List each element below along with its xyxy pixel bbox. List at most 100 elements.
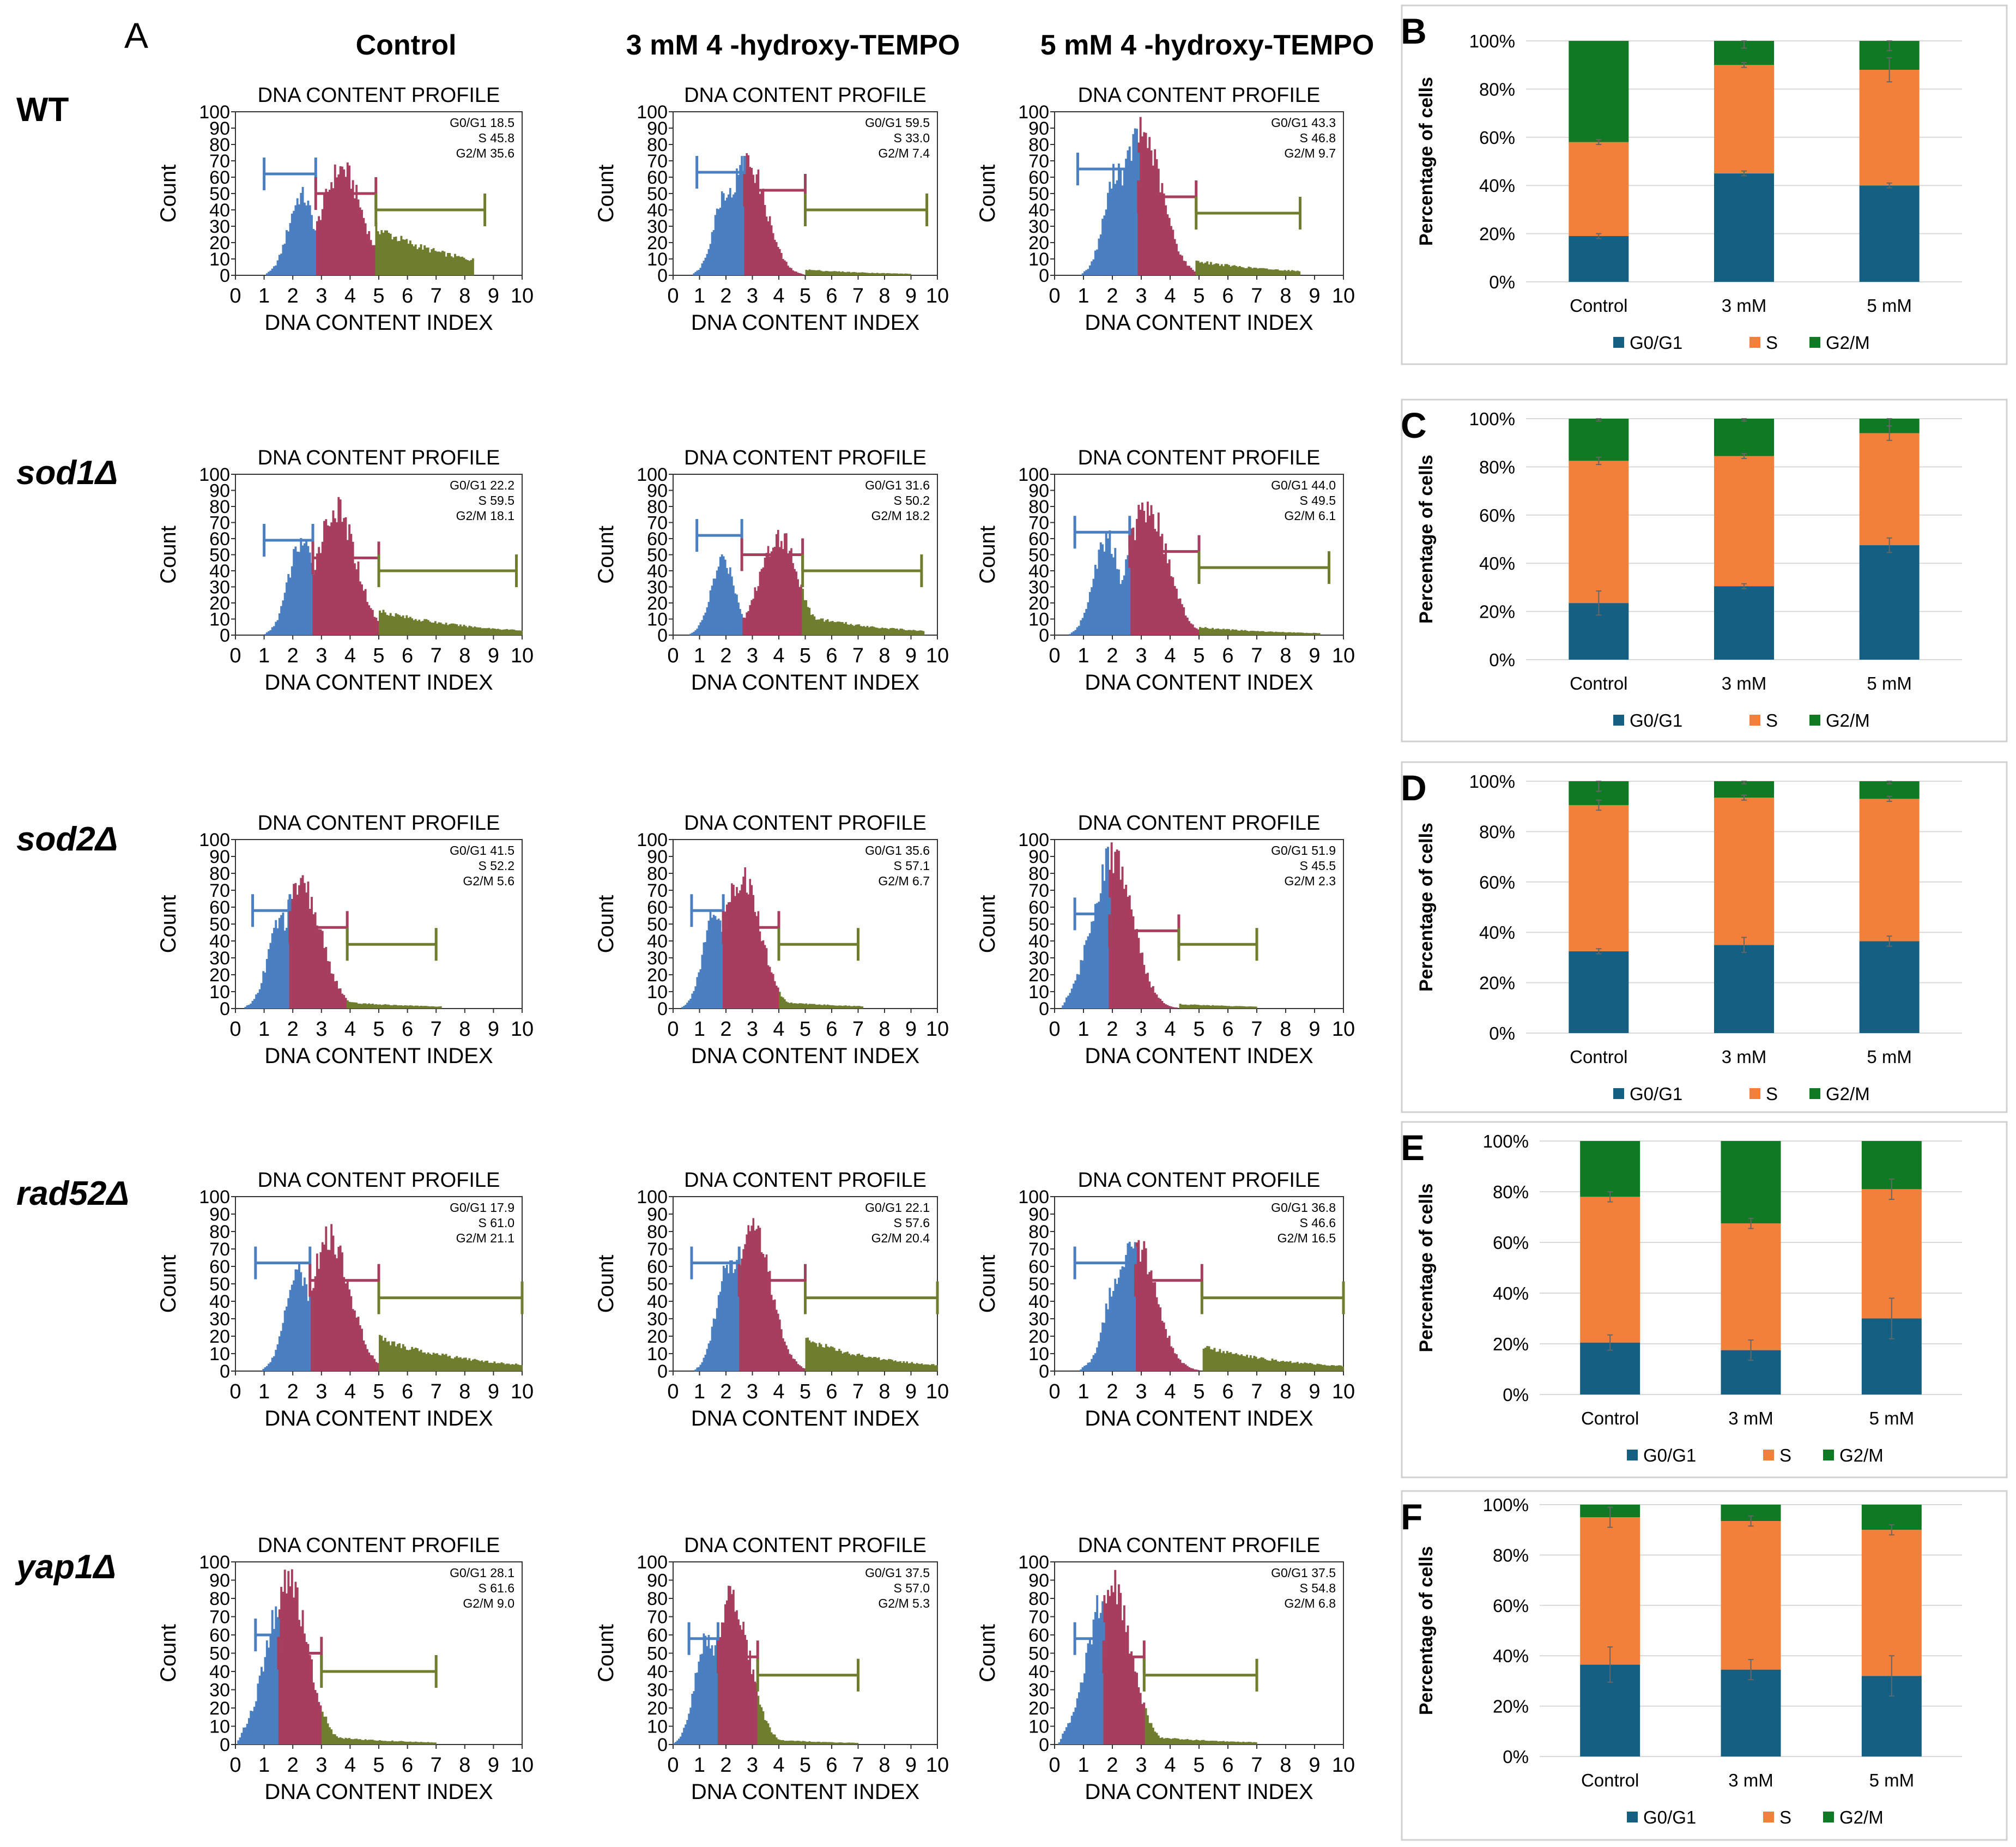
histogram-bar	[888, 629, 890, 635]
histogram-bar	[696, 270, 699, 275]
histogram-bar	[1121, 185, 1124, 275]
histogram-bar	[1110, 1296, 1113, 1371]
y-tick-label: 100	[199, 830, 230, 850]
histogram-bar	[283, 243, 286, 275]
histogram-bar	[703, 1357, 705, 1371]
histogram-bar	[739, 1265, 741, 1371]
histogram-bar	[312, 229, 315, 275]
x-tick-label: 5	[373, 1754, 384, 1777]
histogram-bar	[921, 630, 923, 635]
histogram-bar	[1150, 1270, 1153, 1371]
histogram-bar	[441, 250, 444, 275]
x-tick-label: 0	[229, 644, 241, 667]
histogram-bar	[1238, 265, 1241, 275]
y-tick-label: 10	[1028, 1344, 1049, 1365]
histogram-bar	[1255, 1006, 1257, 1009]
histogram-bar	[741, 1629, 743, 1745]
histogram-bar	[509, 1365, 512, 1371]
histogram-bar	[762, 940, 765, 1009]
histogram-bar	[1184, 261, 1187, 275]
x-tick-label: 5 mM	[1867, 673, 1912, 693]
histogram-bar	[357, 562, 360, 635]
histogram-bar	[709, 590, 712, 635]
histogram-bar	[1154, 1731, 1157, 1745]
histogram-bar	[1172, 1007, 1175, 1009]
legend-swatch	[1613, 337, 1624, 348]
histogram-bar	[431, 1006, 433, 1009]
histogram-bar	[787, 556, 789, 635]
histogram-bar	[273, 626, 275, 635]
y-tick-label: 40	[647, 1291, 668, 1312]
histogram-bar	[1112, 873, 1115, 1009]
histogram-bar	[375, 1004, 378, 1009]
stats-text: G2/M 35.6	[456, 146, 514, 160]
histogram-bar	[879, 628, 882, 635]
histogram-bar	[820, 1344, 822, 1371]
histogram-bar	[795, 1003, 797, 1009]
x-tick-label: 8	[459, 644, 470, 667]
histogram-bar	[457, 256, 460, 275]
x-tick-label: 3	[1135, 1018, 1147, 1041]
histogram-bar	[833, 1742, 836, 1745]
histogram-bar	[919, 1364, 922, 1371]
histogram-bar	[909, 630, 912, 635]
x-tick-label: 1	[258, 1754, 270, 1777]
histogram-bar	[1251, 1006, 1254, 1009]
histogram-bar	[343, 169, 346, 275]
y-tick-label: 40	[1028, 561, 1049, 582]
histogram-bar	[1249, 1006, 1252, 1009]
histogram-bar	[391, 1005, 393, 1009]
histogram-bar	[837, 621, 839, 635]
histogram-bar	[742, 617, 744, 635]
histogram-bar	[816, 619, 819, 635]
histogram-bar	[239, 1737, 241, 1745]
histogram-bar	[734, 192, 736, 275]
histogram-bar	[396, 614, 399, 635]
histogram-bar	[278, 1609, 281, 1745]
y-tick-label: 60	[647, 1625, 668, 1646]
histogram-bar	[805, 269, 808, 275]
histogram-bar	[1119, 584, 1122, 635]
histogram-bar	[269, 1362, 272, 1371]
histogram-bar	[493, 629, 496, 635]
histogram-bar	[265, 959, 268, 1009]
histogram-bar	[388, 233, 390, 275]
histogram-bar	[699, 1654, 702, 1745]
histogram-bar	[283, 931, 286, 1009]
histogram-bar	[257, 1683, 259, 1745]
histogram-bar	[773, 239, 776, 275]
x-tick-label: 6	[826, 644, 837, 667]
histogram-bar	[706, 253, 709, 275]
histogram-bar	[904, 273, 907, 275]
histogram-bar	[843, 1005, 845, 1009]
histogram-bar	[1201, 1740, 1203, 1745]
stats-text: G0/G1 59.5	[865, 116, 930, 130]
x-tick-label: 2	[1106, 644, 1118, 667]
histogram-bar	[380, 612, 383, 635]
histogram-bar	[1230, 1352, 1232, 1371]
histogram-bar	[1275, 1360, 1278, 1371]
histogram-bar	[1116, 1604, 1118, 1745]
histogram-bar	[901, 273, 903, 275]
histogram-bar	[443, 624, 446, 635]
y-tick-label: 60	[1028, 1257, 1049, 1277]
histogram-bar	[757, 1226, 760, 1371]
x-tick-label: 9	[1309, 285, 1320, 307]
y-tick-label: 100	[199, 102, 230, 123]
histogram-bar	[261, 983, 263, 1009]
histogram-bar	[355, 1317, 358, 1371]
histogram-bar	[789, 1354, 791, 1371]
x-tick-label: 0	[229, 1380, 241, 1403]
histogram-bar	[370, 1355, 372, 1371]
histogram-bar	[841, 1353, 844, 1371]
histogram-bar	[1257, 631, 1259, 635]
histogram-bar	[1237, 1006, 1239, 1009]
histogram-bar	[1280, 270, 1282, 275]
histogram-bar	[1058, 1742, 1061, 1745]
y-tick-label: 30	[209, 1680, 230, 1701]
histogram-bar	[784, 1341, 786, 1371]
histogram-bar	[747, 1225, 750, 1371]
histogram-bar	[1244, 1356, 1246, 1371]
histogram-bar	[784, 1741, 786, 1745]
